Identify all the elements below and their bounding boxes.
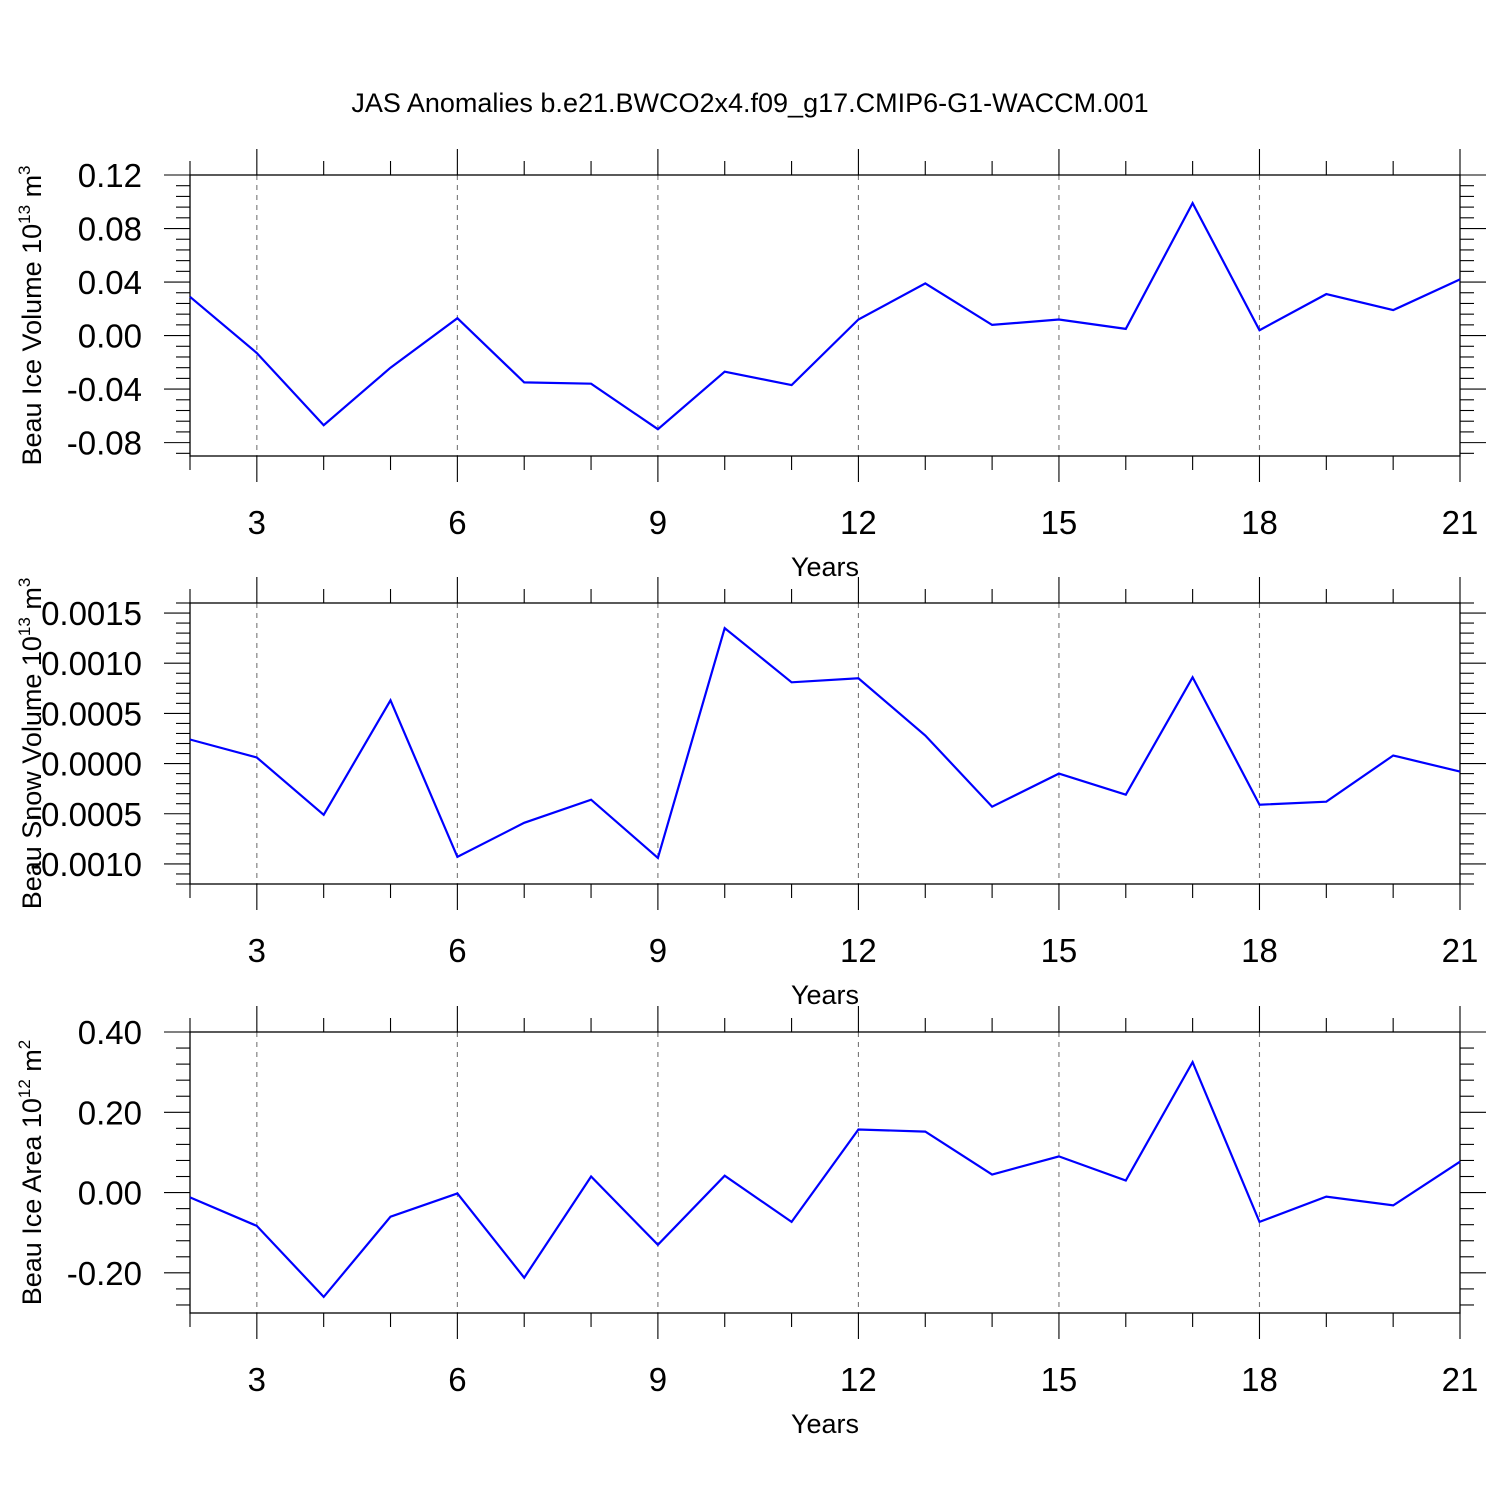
x-tick-label: 18 bbox=[1241, 932, 1278, 969]
chart-title: JAS Anomalies b.e21.BWCO2x4.f09_g17.CMIP… bbox=[351, 88, 1148, 118]
x-axis-label: Years bbox=[791, 1409, 859, 1439]
x-tick-label: 3 bbox=[248, 932, 266, 969]
x-tick-label: 21 bbox=[1442, 1361, 1479, 1398]
y-tick-label: -0.04 bbox=[67, 371, 142, 408]
y-tick-label: 0.08 bbox=[78, 211, 142, 248]
y-tick-label: -0.08 bbox=[67, 425, 142, 462]
x-tick-label: 9 bbox=[649, 1361, 667, 1398]
y-axis-label-main: Beau Ice Area 10 bbox=[17, 1098, 47, 1305]
x-tick-label: 6 bbox=[448, 1361, 466, 1398]
x-tick-label: 12 bbox=[840, 504, 877, 541]
y-axis-label: Beau Ice Area 1012 m2 bbox=[15, 1040, 47, 1306]
x-tick-label: 6 bbox=[448, 932, 466, 969]
panel-1: 3 6 9 12 15 18 21 Years -0.08 -0.04 0.00 0.04 0.08 0.… bbox=[15, 149, 1486, 582]
x-tick-label: 18 bbox=[1241, 504, 1278, 541]
y-axis-label-unit-exponent: 3 bbox=[15, 578, 34, 587]
x-tick-label: 18 bbox=[1241, 1361, 1278, 1398]
x-axis-label: Years bbox=[791, 552, 859, 582]
series-line bbox=[189, 200, 1461, 431]
plot-frame bbox=[189, 174, 1461, 457]
x-tick-label: 3 bbox=[248, 504, 266, 541]
plot-frame bbox=[189, 602, 1461, 885]
series-line bbox=[189, 626, 1461, 860]
y-tick-label: -0.0005 bbox=[30, 796, 142, 833]
y-tick-label: 0.0010 bbox=[41, 645, 142, 682]
y-axis-label-main: Beau Ice Volume 10 bbox=[17, 224, 47, 466]
x-tick-label: 15 bbox=[1041, 504, 1078, 541]
plot-frame bbox=[189, 1031, 1461, 1314]
y-tick-label: 0.40 bbox=[78, 1014, 142, 1051]
y-axis-label-exponent: 13 bbox=[15, 617, 34, 636]
y-axis-label-unit: m bbox=[17, 587, 47, 617]
x-tick-label: 9 bbox=[649, 504, 667, 541]
x-tick-label: 6 bbox=[448, 504, 466, 541]
y-tick-label: 0.20 bbox=[78, 1094, 142, 1131]
x-tick-label: 3 bbox=[248, 1361, 266, 1398]
y-tick-label: -0.20 bbox=[67, 1255, 142, 1292]
y-tick-label: 0.0005 bbox=[41, 695, 142, 732]
y-axis-label-unit: m bbox=[17, 1049, 47, 1079]
x-tick-label: 12 bbox=[840, 932, 877, 969]
x-tick-label: 12 bbox=[840, 1361, 877, 1398]
x-tick-label: 15 bbox=[1041, 932, 1078, 969]
y-axis-label: Beau Snow Volume 1013 m3 bbox=[15, 578, 47, 910]
y-axis-label: Beau Ice Volume 1013 m3 bbox=[15, 165, 47, 465]
y-axis-label-exponent: 13 bbox=[15, 205, 34, 224]
x-tick-label: 15 bbox=[1041, 1361, 1078, 1398]
y-axis-label-main: Beau Snow Volume 10 bbox=[17, 636, 47, 909]
panel-2: 3 6 9 12 15 18 21 Years -0.0010 -0.0005 0.0000 0.00… bbox=[15, 577, 1486, 1010]
y-axis-label-unit: m bbox=[17, 175, 47, 205]
y-axis-label-unit-exponent: 3 bbox=[15, 165, 34, 174]
y-axis-label-unit-exponent: 2 bbox=[15, 1040, 34, 1049]
y-tick-label: -0.0010 bbox=[30, 846, 142, 883]
x-axis-label: Years bbox=[791, 980, 859, 1010]
y-axis-label-exponent: 12 bbox=[15, 1079, 34, 1098]
y-tick-label: 0.04 bbox=[78, 264, 142, 301]
y-tick-label: 0.0015 bbox=[41, 595, 142, 632]
x-tick-label: 21 bbox=[1442, 504, 1479, 541]
y-tick-label: 0.0000 bbox=[41, 746, 142, 783]
x-tick-label: 21 bbox=[1442, 932, 1479, 969]
y-tick-label: 0.00 bbox=[78, 1175, 142, 1212]
y-tick-label: 0.12 bbox=[78, 157, 142, 194]
y-tick-label: 0.00 bbox=[78, 318, 142, 355]
panel-3: 3 6 9 12 15 18 21 Years -0.20 0.00 0.20 0.40 Beau Ic… bbox=[15, 1006, 1486, 1439]
panels: 3 6 9 12 15 18 21 Years -0.08 -0.04 0.00 0.04 0.08 0.… bbox=[15, 149, 1486, 1439]
x-tick-label: 9 bbox=[649, 932, 667, 969]
series-line bbox=[189, 1059, 1461, 1299]
